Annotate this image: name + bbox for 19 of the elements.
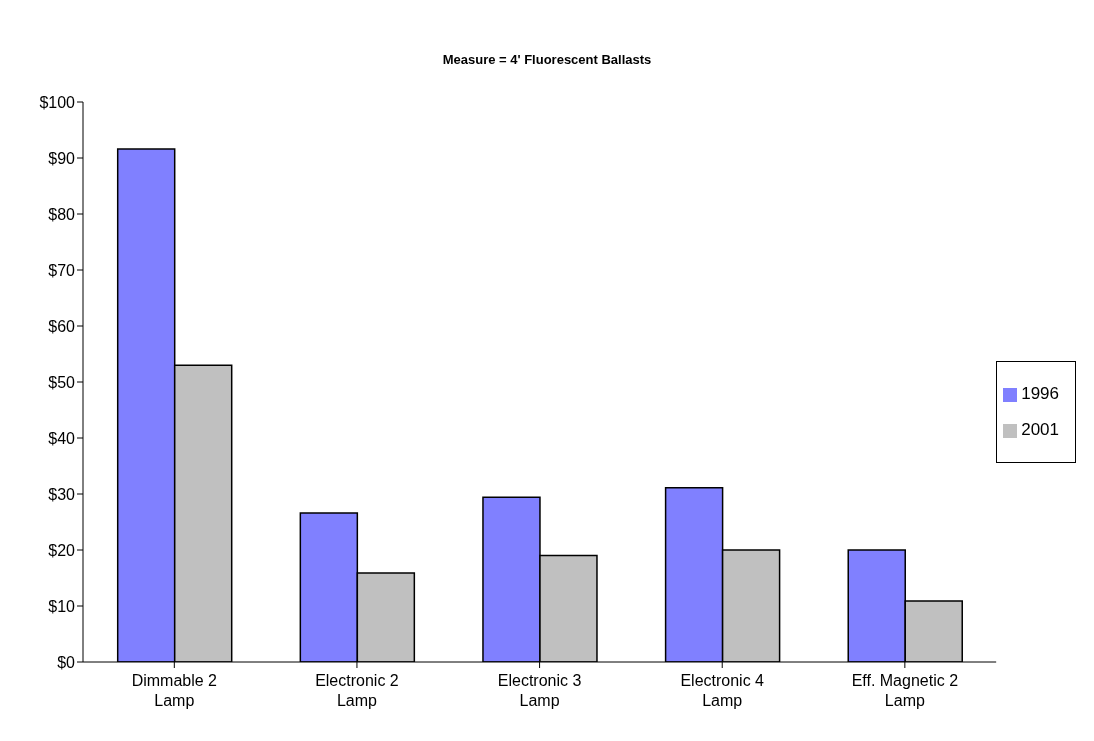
y-tick-label: $80 <box>48 205 76 223</box>
x-tick-label: Eff. Magnetic 2 Lamp <box>851 672 959 709</box>
x-tick-label: Dimmable 2 Lamp <box>131 672 218 709</box>
x-tick-label: Electronic 2 Lamp <box>315 672 399 709</box>
y-tick-label: $100 <box>39 93 76 111</box>
x-tick-label: Electronic 4 Lamp <box>680 672 765 709</box>
y-tick-label: $50 <box>48 373 76 391</box>
legend-label: 1996 <box>1021 384 1059 403</box>
y-tick-label: $40 <box>48 429 76 447</box>
y-tick-label: $70 <box>48 261 76 279</box>
y-tick-label: $10 <box>48 597 76 615</box>
y-tick-label: $0 <box>57 653 76 671</box>
y-tick-label: $20 <box>48 541 76 559</box>
y-tick-label: $90 <box>48 149 76 167</box>
legend-label: 2001 <box>1021 420 1059 439</box>
y-tick-label: $60 <box>48 317 76 335</box>
x-tick-label: Electronic 3 Lamp <box>497 672 582 709</box>
y-tick-label: $30 <box>48 485 76 503</box>
chart-title: Measure = 4' Fluorescent Ballasts <box>441 51 653 69</box>
